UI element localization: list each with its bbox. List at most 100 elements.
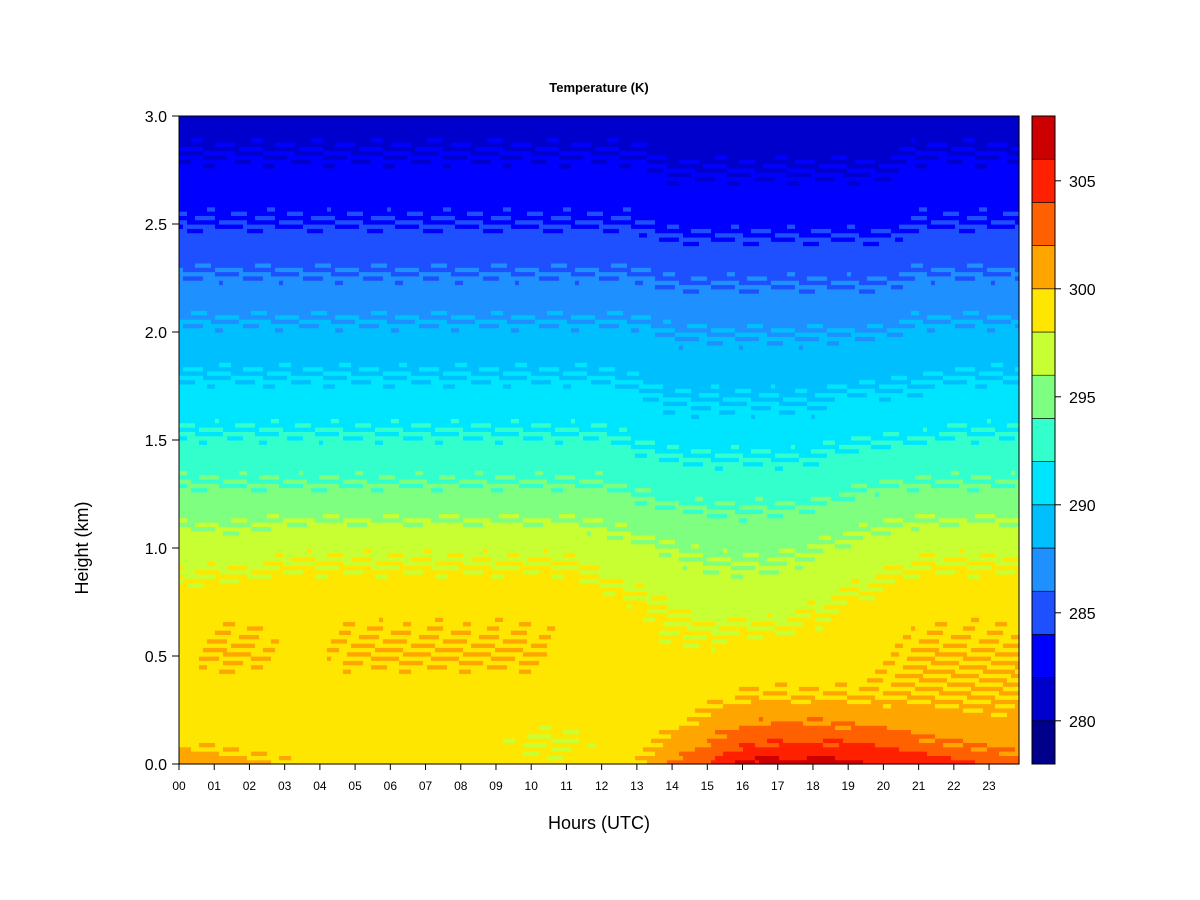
heatmap-cell xyxy=(267,526,272,532)
heatmap-cell xyxy=(631,332,636,372)
heatmap-cell xyxy=(187,228,192,234)
heatmap-cell xyxy=(655,595,660,601)
heatmap-cell xyxy=(295,275,300,316)
heatmap-cell xyxy=(543,556,548,562)
heatmap-cell xyxy=(287,565,292,571)
heatmap-cell xyxy=(295,323,300,376)
heatmap-cell xyxy=(535,211,540,216)
heatmap-cell xyxy=(671,280,676,286)
heatmap-cell xyxy=(255,262,260,268)
heatmap-cell xyxy=(543,651,548,657)
heatmap-cell xyxy=(395,327,400,333)
heatmap-cell xyxy=(531,159,536,165)
heatmap-cell xyxy=(563,267,568,273)
heatmap-cell xyxy=(567,729,572,735)
heatmap-cell xyxy=(579,375,584,381)
heatmap-cell xyxy=(543,552,548,558)
heatmap-cell xyxy=(663,539,668,545)
heatmap-cell xyxy=(415,487,420,519)
heatmap-cell xyxy=(431,522,436,571)
heatmap-cell xyxy=(199,366,204,372)
heatmap-cell xyxy=(223,141,228,147)
heatmap-cell xyxy=(667,332,672,337)
heatmap-cell xyxy=(339,154,344,160)
heatmap-cell xyxy=(211,427,216,432)
heatmap-cell xyxy=(243,366,248,372)
heatmap-cell xyxy=(371,228,376,234)
heatmap-cell xyxy=(519,647,524,653)
heatmap-cell xyxy=(495,150,500,156)
heatmap-cell xyxy=(671,327,676,333)
heatmap-cell xyxy=(607,275,612,281)
heatmap-cell xyxy=(383,267,388,273)
heatmap-cell xyxy=(207,526,212,532)
heatmap-cell xyxy=(631,275,636,316)
heatmap-cell xyxy=(395,647,400,653)
heatmap-cell xyxy=(231,483,236,489)
heatmap-cell xyxy=(367,116,372,147)
heatmap-cell xyxy=(487,370,492,376)
heatmap-cell xyxy=(271,431,276,437)
heatmap-cell xyxy=(515,379,520,419)
heatmap-cell xyxy=(331,431,336,437)
heatmap-cell xyxy=(259,314,264,320)
heatmap-cell xyxy=(419,159,424,165)
heatmap-cell xyxy=(391,388,396,419)
heatmap-cell xyxy=(455,435,460,484)
heatmap-cell xyxy=(239,435,244,441)
heatmap-cell xyxy=(235,582,240,644)
heatmap-cell xyxy=(363,651,368,657)
heatmap-cell xyxy=(247,759,252,765)
heatmap-cell xyxy=(275,422,280,428)
heatmap-cell xyxy=(179,422,184,428)
heatmap-cell xyxy=(675,461,680,502)
heatmap-cell xyxy=(495,116,500,139)
heatmap-cell xyxy=(659,232,664,238)
heatmap-cell xyxy=(259,751,264,756)
heatmap-cell xyxy=(371,137,376,143)
heatmap-cell xyxy=(311,323,316,329)
heatmap-cell xyxy=(635,319,640,324)
heatmap-cell xyxy=(551,271,556,277)
heatmap-cell xyxy=(375,141,380,147)
heatmap-cell xyxy=(427,422,432,428)
heatmap-cell xyxy=(607,379,612,385)
heatmap-cell xyxy=(459,362,464,368)
heatmap-cell xyxy=(379,314,384,320)
heatmap-cell xyxy=(583,526,588,566)
heatmap-cell xyxy=(391,163,396,169)
heatmap-cell xyxy=(375,647,380,653)
heatmap-cell xyxy=(515,267,520,273)
heatmap-cell xyxy=(463,271,468,277)
heatmap-cell xyxy=(315,150,320,156)
heatmap-cell xyxy=(535,383,540,424)
heatmap-cell xyxy=(459,366,464,372)
heatmap-cell xyxy=(363,146,368,152)
heatmap-cell xyxy=(363,370,368,376)
heatmap-cell xyxy=(599,366,604,372)
heatmap-cell xyxy=(667,509,672,540)
heatmap-cell xyxy=(235,643,240,648)
heatmap-cell xyxy=(623,599,628,765)
heatmap-cell xyxy=(619,150,624,156)
heatmap-cell xyxy=(291,219,296,225)
heatmap-cell xyxy=(655,327,660,333)
heatmap-cell xyxy=(399,375,404,381)
heatmap-cell xyxy=(343,271,348,277)
heatmap-cell xyxy=(315,137,320,143)
heatmap-cell xyxy=(419,478,424,484)
heatmap-cell xyxy=(299,267,304,320)
heatmap-cell xyxy=(579,154,584,160)
heatmap-cell xyxy=(255,146,260,152)
heatmap-cell xyxy=(259,487,264,493)
heatmap-cell xyxy=(619,444,624,484)
heatmap-cell xyxy=(351,154,356,160)
heatmap-cell xyxy=(379,491,384,523)
heatmap-cell xyxy=(527,314,532,320)
heatmap-cell xyxy=(655,332,660,337)
heatmap-cell xyxy=(511,742,516,765)
heatmap-cell xyxy=(563,211,568,216)
heatmap-cell xyxy=(287,487,292,519)
heatmap-cell xyxy=(467,435,472,441)
heatmap-cell xyxy=(247,319,252,324)
